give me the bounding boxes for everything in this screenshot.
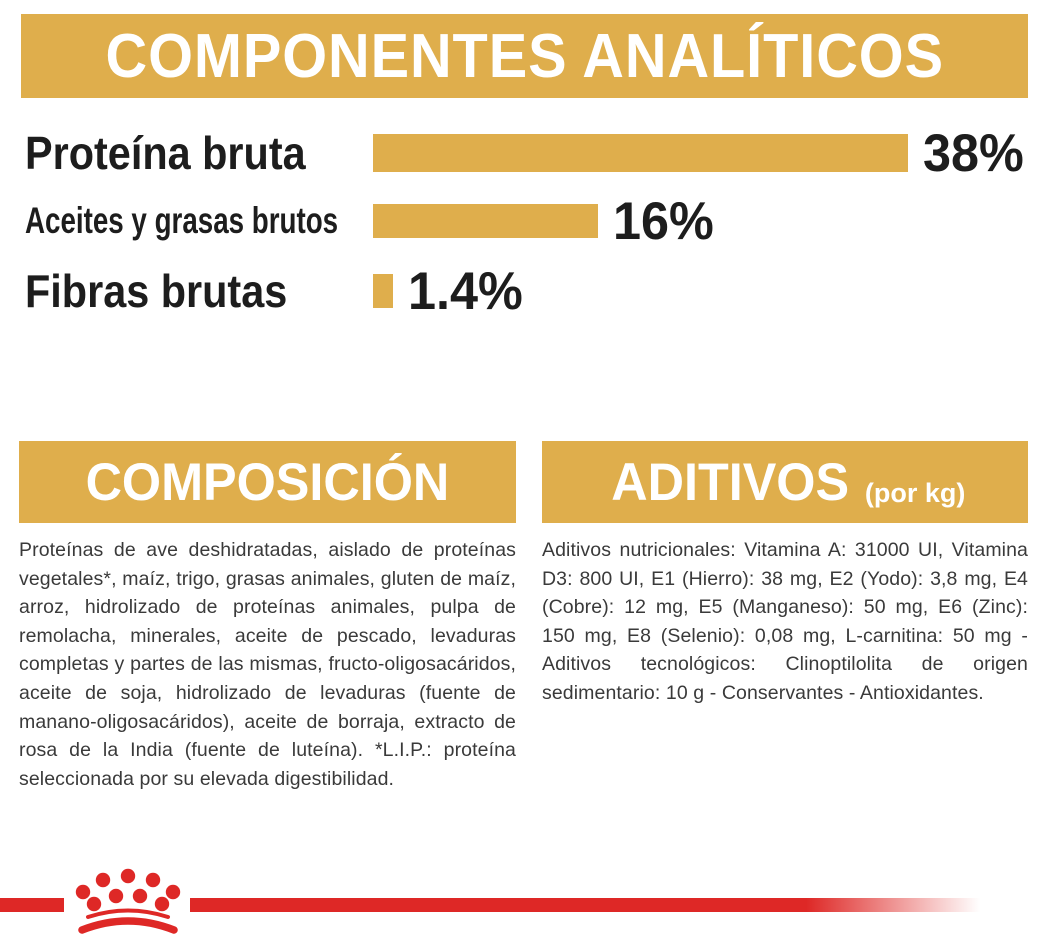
chart-row: Proteína bruta 38% xyxy=(25,124,1025,183)
additives-title: ADITIVOS xyxy=(610,452,849,512)
footer-red-stripe-right xyxy=(190,898,980,912)
chart-category-label: Fibras brutas xyxy=(25,265,288,317)
additives-banner: ADITIVOS (por kg) xyxy=(542,441,1028,523)
page-title: COMPONENTES ANALÍTICOS xyxy=(105,21,944,91)
analytic-components-bar-chart: Proteína bruta 38% Aceites y grasas brutos… xyxy=(25,124,1025,321)
composition-section: COMPOSICIÓN Proteínas de ave deshidratad… xyxy=(19,441,516,793)
chart-value-label: 38% xyxy=(923,123,1024,183)
analytic-components-banner: COMPONENTES ANALÍTICOS xyxy=(21,14,1028,98)
chart-row: Fibras brutas 1.4% xyxy=(25,262,1025,321)
footer-red-stripe-left xyxy=(0,898,64,912)
composition-banner: COMPOSICIÓN xyxy=(19,441,516,523)
composition-title: COMPOSICIÓN xyxy=(85,452,450,512)
chart-bar xyxy=(373,204,598,238)
chart-bar xyxy=(373,274,393,308)
additives-text: Aditivos nutricionales: Vitamina A: 3100… xyxy=(542,539,1028,704)
chart-row: Aceites y grasas brutos 16% xyxy=(25,192,1025,251)
chart-category-label: Proteína bruta xyxy=(25,127,306,179)
chart-value-label: 16% xyxy=(613,191,714,251)
royal-canin-crown-icon xyxy=(75,868,181,934)
additives-section: ADITIVOS (por kg) Aditivos nutricionales… xyxy=(542,441,1028,708)
chart-category-label: Aceites y grasas brutos xyxy=(25,200,339,241)
chart-value-label: 1.4% xyxy=(408,261,523,321)
composition-text: Proteínas de ave deshidratadas, aislado … xyxy=(19,539,516,790)
additives-unit-note: (por kg) xyxy=(864,478,966,508)
chart-bar xyxy=(373,134,908,172)
